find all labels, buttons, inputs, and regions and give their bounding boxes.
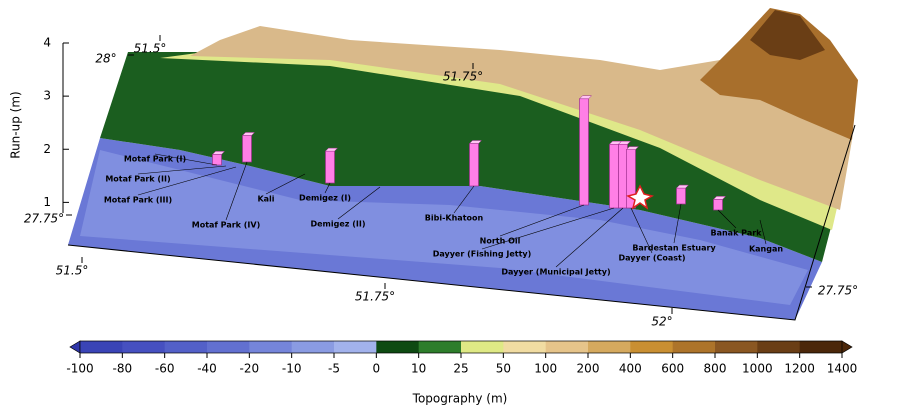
bar [714, 199, 723, 210]
colorbar-arrow-right [842, 341, 852, 353]
colorbar-tick-label: -5 [328, 362, 340, 376]
site-label: Dayyer (Coast) [618, 254, 685, 263]
site-label: Demigez (I) [299, 194, 351, 203]
colorbar-segment [376, 341, 419, 353]
z-axis-label: Run-up (m) [9, 91, 23, 158]
bar [213, 154, 222, 165]
colorbar-segment [546, 341, 589, 353]
colorbar-segment [165, 341, 208, 353]
colorbar-tick-label: -100 [66, 362, 93, 376]
colorbar-segment [800, 341, 843, 353]
site-label: Motaf Park (IV) [192, 221, 261, 230]
chart: 1 2 3 4 51.5° 51.5° 51.75° 51.75° 52° 27.75° 27.75… [0, 0, 898, 409]
lon-tick-label: 51.75° [443, 70, 483, 84]
colorbar-tick-label: 0 [373, 362, 381, 376]
site-label: Bardestan Estuary [632, 244, 716, 253]
colorbar-segment [334, 341, 377, 353]
bar [243, 135, 252, 162]
colorbar-segment [715, 341, 758, 353]
colorbar-tick-label: -40 [197, 362, 217, 376]
colorbar-tick-label: 1200 [784, 362, 815, 376]
lat-tick-label: 27.75° [818, 284, 858, 298]
lon-tick-label: 51.5° [56, 264, 89, 278]
site-label: Dayyer (Municipal Jetty) [501, 268, 610, 277]
bar [470, 144, 479, 187]
colorbar-tick-label: -60 [155, 362, 175, 376]
site-label: Motaf Park (II) [105, 175, 170, 184]
colorbar-tick-label: 50 [496, 362, 511, 376]
site-label: Motaf Park (III) [104, 196, 172, 205]
z-tick-label: 4 [43, 36, 51, 50]
colorbar-segment [292, 341, 335, 353]
colorbar-segment [122, 341, 165, 353]
colorbar-tick-label: -10 [282, 362, 302, 376]
site-label: Banak Park [710, 229, 762, 238]
colorbar-segment [588, 341, 631, 353]
colorbar-tick-label: 200 [577, 362, 600, 376]
z-tick-label: 2 [43, 142, 51, 156]
site-label: Kangan [749, 245, 783, 254]
site-label: Dayyer (Fishing Jetty) [433, 250, 532, 259]
site-label: Motaf Park (I) [124, 155, 186, 164]
lon-tick-label: 51.5° [134, 42, 167, 56]
colorbar-label: Topography (m) [412, 392, 508, 406]
site-label: North Oil [480, 237, 521, 246]
colorbar-tick-label: 1000 [742, 362, 773, 376]
z-tick-label: 3 [43, 89, 51, 103]
lon-tick-label: 51.75° [355, 290, 395, 304]
colorbar-tick-label: 10 [411, 362, 426, 376]
colorbar-tick-label: 600 [661, 362, 684, 376]
lon-tick-label: 52° [651, 315, 672, 329]
colorbar-tick-label: 800 [704, 362, 727, 376]
bar [326, 151, 335, 183]
colorbar-tick-label: 25 [453, 362, 468, 376]
bar [580, 99, 589, 205]
colorbar-tick-label: 1400 [827, 362, 858, 376]
site-label: Demigez (II) [310, 220, 365, 229]
colorbar-segment [757, 341, 800, 353]
colorbar-segment [630, 341, 673, 353]
colorbar-segment [461, 341, 504, 353]
colorbar-segment [673, 341, 716, 353]
colorbar-segment [503, 341, 546, 353]
colorbar-tick-label: 400 [619, 362, 642, 376]
site-label: Bibi-Khatoon [425, 214, 484, 223]
z-tick-label: 1 [43, 195, 51, 209]
site-label: Kali [257, 195, 274, 204]
lat-tick-label: 28° [95, 52, 116, 66]
colorbar-segment [249, 341, 292, 353]
colorbar-tick-label: -80 [113, 362, 133, 376]
lat-tick-label: 27.75° [24, 212, 64, 226]
colorbar-arrow-left [70, 341, 80, 353]
colorbar-tick-label: 100 [534, 362, 557, 376]
bar [677, 188, 686, 204]
colorbar-segment [80, 341, 123, 353]
colorbar-tick-label: -20 [240, 362, 260, 376]
bar [610, 144, 619, 208]
colorbar-segment [207, 341, 250, 353]
colorbar-segment [419, 341, 462, 353]
